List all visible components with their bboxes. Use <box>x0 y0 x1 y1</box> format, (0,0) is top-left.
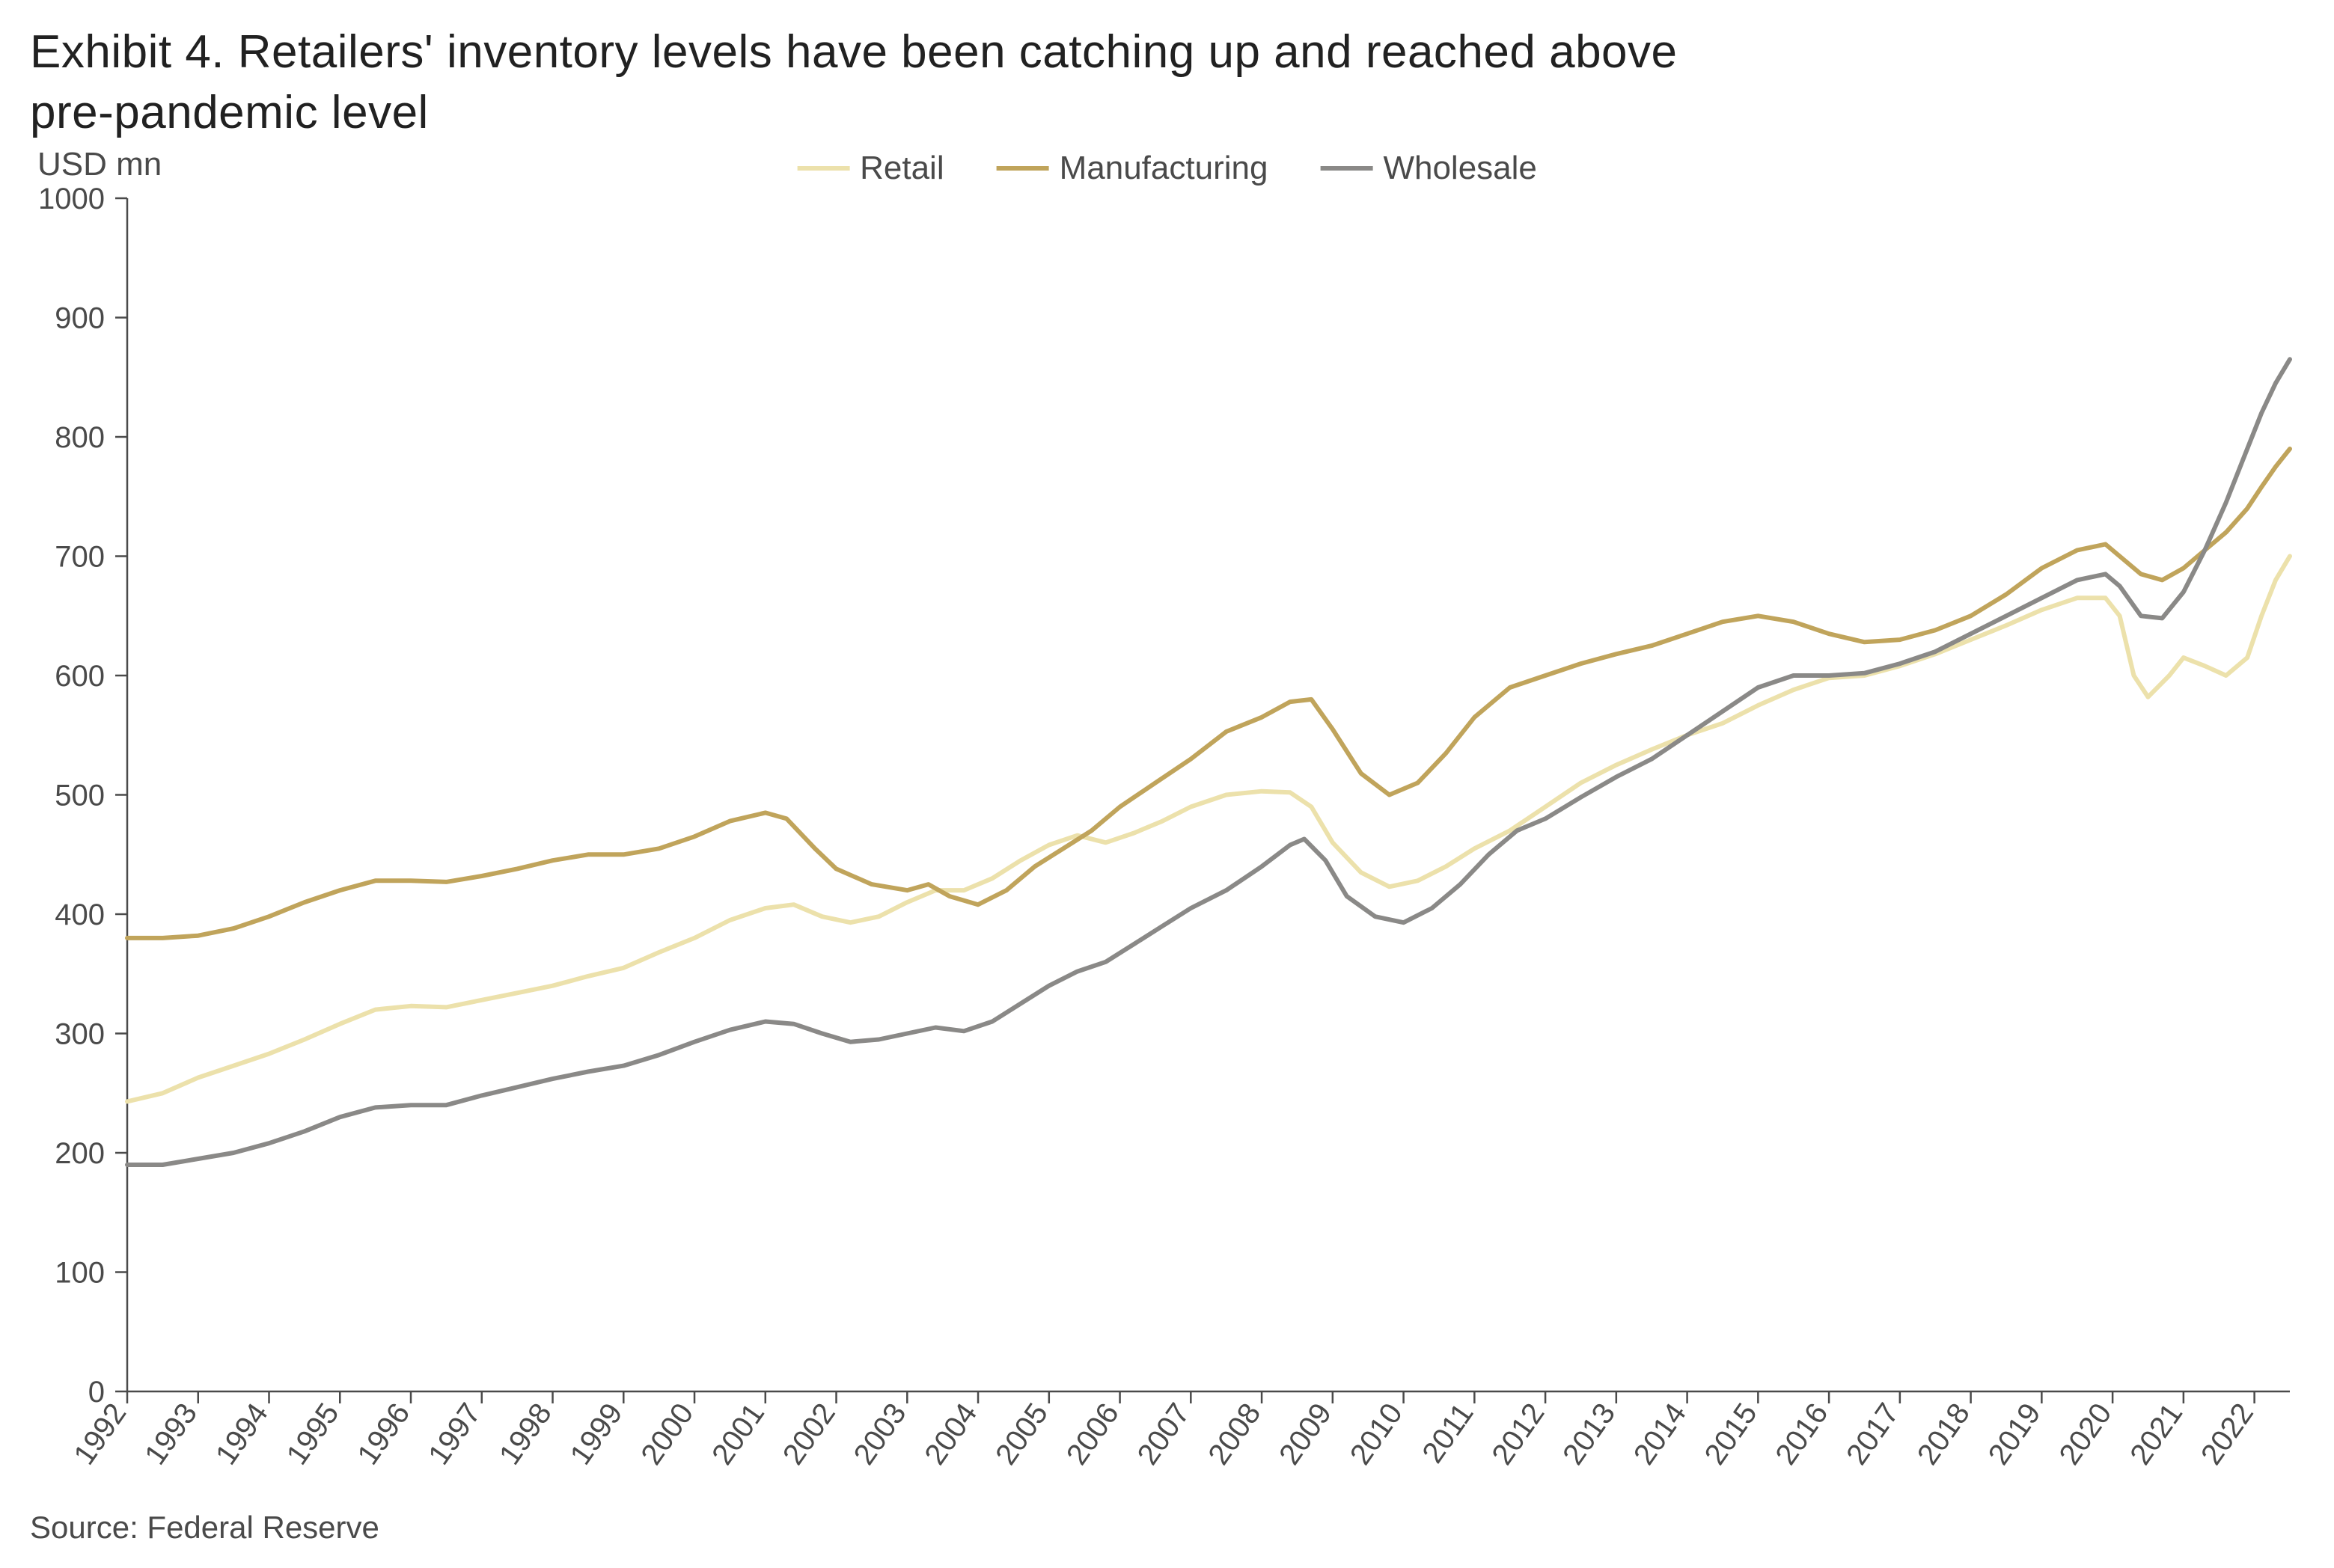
x-tick-label: 2012 <box>1485 1397 1551 1471</box>
x-tick-label: 2006 <box>1060 1397 1125 1471</box>
x-tick-label: 1997 <box>422 1397 487 1471</box>
series-manufacturing <box>127 449 2290 938</box>
y-tick-label: 1000 <box>38 183 105 215</box>
x-tick-label: 2014 <box>1628 1397 1693 1471</box>
y-tick-label: 900 <box>55 302 105 335</box>
y-tick-label: 700 <box>55 541 105 574</box>
exhibit-container: Exhibit 4. Retailers' inventory levels h… <box>0 0 2334 1568</box>
x-tick-label: 2019 <box>1982 1397 2047 1471</box>
x-tick-label: 2021 <box>2124 1397 2189 1471</box>
x-tick-label: 2001 <box>706 1397 771 1471</box>
x-tick-label: 2011 <box>1416 1397 1479 1469</box>
x-tick-label: 1993 <box>138 1397 204 1471</box>
x-tick-label: 2018 <box>1911 1397 1976 1471</box>
x-tick-label: 2004 <box>918 1397 983 1471</box>
chart-source: Source: Federal Reserve <box>30 1510 379 1546</box>
y-tick-label: 500 <box>55 780 105 812</box>
x-tick-label: 1994 <box>210 1397 275 1471</box>
x-tick-label: 2002 <box>777 1397 842 1471</box>
x-tick-label: 1999 <box>564 1397 629 1471</box>
x-tick-label: 2016 <box>1769 1397 1834 1471</box>
line-chart: 0100200300400500600700800900100019921993… <box>0 0 2334 1568</box>
x-tick-label: 2015 <box>1699 1397 1764 1471</box>
y-tick-label: 400 <box>55 898 105 931</box>
series-wholesale <box>127 359 2290 1165</box>
x-tick-label: 2009 <box>1273 1397 1338 1471</box>
x-tick-label: 2022 <box>2195 1397 2260 1471</box>
x-tick-label: 2008 <box>1202 1397 1267 1471</box>
y-tick-label: 600 <box>55 660 105 693</box>
x-tick-label: 2020 <box>2053 1397 2118 1471</box>
y-tick-label: 100 <box>55 1257 105 1290</box>
y-tick-label: 800 <box>55 421 105 454</box>
y-tick-label: 200 <box>55 1137 105 1170</box>
y-tick-label: 300 <box>55 1018 105 1051</box>
x-tick-label: 2005 <box>989 1397 1054 1471</box>
x-tick-label: 2013 <box>1556 1397 1622 1471</box>
x-tick-label: 2000 <box>635 1397 700 1471</box>
x-tick-label: 1998 <box>493 1397 558 1471</box>
x-tick-label: 2007 <box>1131 1397 1197 1471</box>
x-tick-label: 2017 <box>1840 1397 1905 1471</box>
x-tick-label: 2010 <box>1344 1397 1409 1471</box>
x-tick-label: 2003 <box>848 1397 913 1471</box>
x-tick-label: 1995 <box>281 1397 346 1471</box>
x-tick-label: 1992 <box>67 1397 132 1471</box>
x-tick-label: 1996 <box>351 1397 416 1471</box>
